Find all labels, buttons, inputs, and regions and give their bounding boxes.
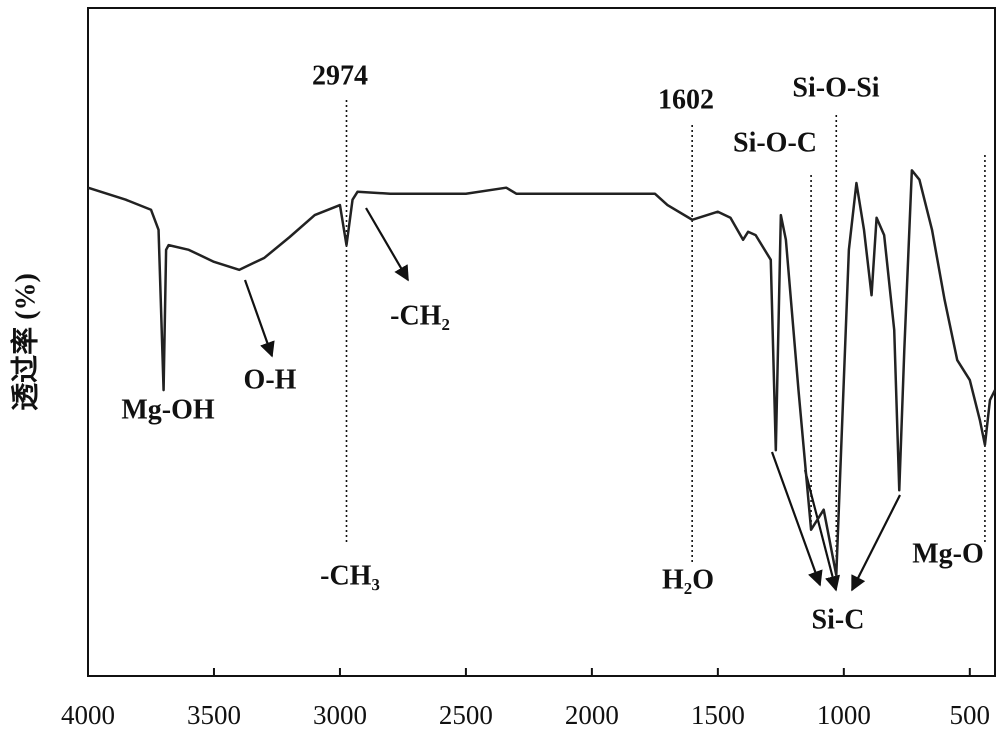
annotation: -CH₂ (390, 300, 450, 331)
annotation: Mg-OH (121, 394, 215, 425)
y-axis-label: 透过率 (%) (8, 273, 41, 411)
spectrum-line (87, 169, 997, 577)
annotation: O-H (244, 364, 297, 395)
x-tick-label: 2500 (439, 700, 493, 730)
x-tick-label: 3500 (187, 700, 241, 730)
x-tick-label: 4000 (61, 700, 115, 730)
annotation: H₂O (662, 564, 714, 595)
annotation: 2974 (312, 60, 368, 91)
annotation: Si-O-C (733, 127, 817, 158)
arrows (243, 207, 901, 592)
annotation: Si-C (812, 604, 865, 635)
annotation: -CH₃ (320, 560, 380, 591)
x-tick-label: 1000 (817, 700, 871, 730)
annotation: 1602 (658, 84, 714, 115)
x-tick-label: 3000 (313, 700, 367, 730)
annotation: Mg-O (912, 538, 984, 569)
plot-frame (87, 7, 996, 677)
x-tick-label: 2000 (565, 700, 619, 730)
x-tick-label: 500 (950, 700, 991, 730)
x-tick-label: 1500 (691, 700, 745, 730)
annotation: Si-O-Si (792, 72, 879, 103)
